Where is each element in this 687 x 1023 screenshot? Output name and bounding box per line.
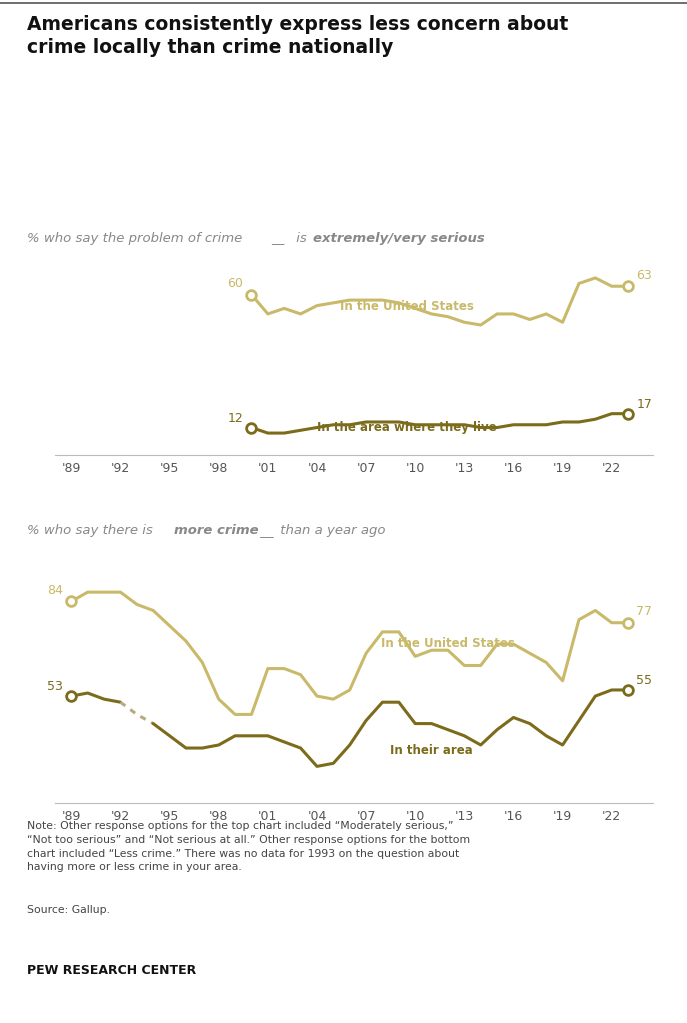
Text: 60: 60 xyxy=(227,277,243,291)
Text: 63: 63 xyxy=(636,269,652,282)
Text: __: __ xyxy=(271,232,284,246)
Text: 77: 77 xyxy=(636,606,652,618)
Text: 12: 12 xyxy=(227,412,243,426)
Text: Source: Gallup.: Source: Gallup. xyxy=(27,905,111,916)
Text: In the United States: In the United States xyxy=(381,637,515,651)
Text: 84: 84 xyxy=(47,584,63,596)
Text: Americans consistently express less concern about
crime locally than crime natio: Americans consistently express less conc… xyxy=(27,15,569,57)
Text: than a year ago: than a year ago xyxy=(276,524,385,537)
Text: In the area where they live: In the area where they live xyxy=(317,421,497,435)
Text: Note: Other response options for the top chart included “Moderately serious,”
“N: Note: Other response options for the top… xyxy=(27,821,471,873)
Text: % who say there is: % who say there is xyxy=(27,524,157,537)
Text: PEW RESEARCH CENTER: PEW RESEARCH CENTER xyxy=(27,964,196,977)
Text: 17: 17 xyxy=(636,399,652,411)
Text: 53: 53 xyxy=(47,680,63,693)
Text: is: is xyxy=(292,232,311,246)
Text: 55: 55 xyxy=(636,674,652,686)
Text: % who say the problem of crime: % who say the problem of crime xyxy=(27,232,243,246)
Text: In the United States: In the United States xyxy=(340,300,474,313)
Text: In their area: In their area xyxy=(390,744,473,757)
Text: __: __ xyxy=(256,524,273,537)
Text: more crime: more crime xyxy=(174,524,258,537)
Text: extremely/very serious: extremely/very serious xyxy=(313,232,484,246)
